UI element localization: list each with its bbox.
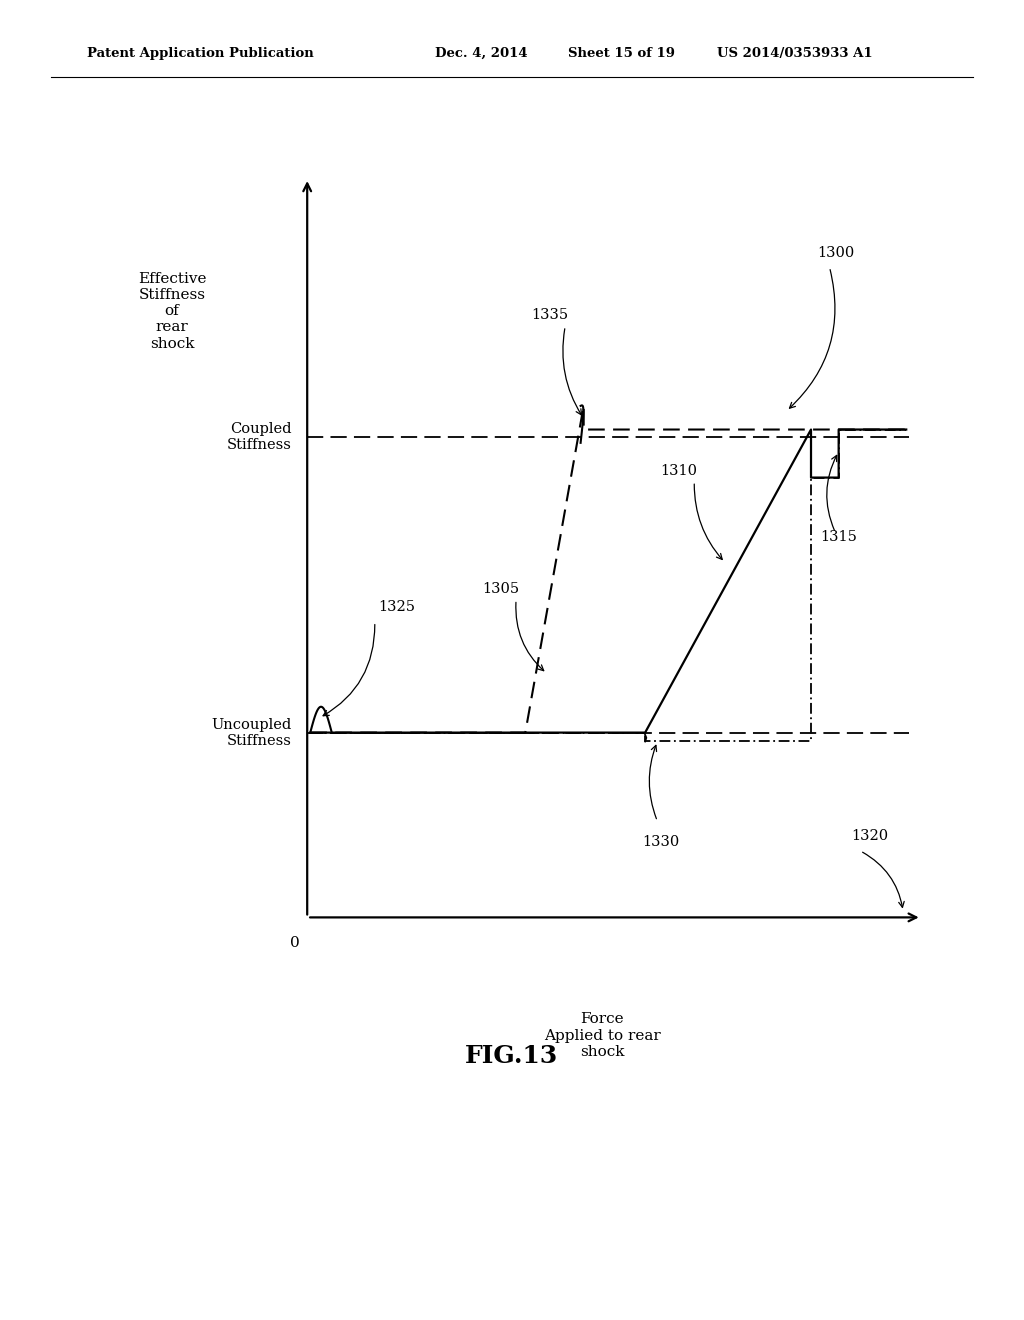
Text: US 2014/0353933 A1: US 2014/0353933 A1 — [717, 46, 872, 59]
Text: Effective
Stiffness
of
rear
shock: Effective Stiffness of rear shock — [138, 272, 206, 351]
Text: 1305: 1305 — [482, 582, 519, 595]
Text: Patent Application Publication: Patent Application Publication — [87, 46, 313, 59]
Text: 1310: 1310 — [660, 463, 697, 478]
Text: 1320: 1320 — [851, 829, 888, 843]
Text: Dec. 4, 2014: Dec. 4, 2014 — [435, 46, 527, 59]
Text: 1330: 1330 — [642, 834, 679, 849]
Text: 1315: 1315 — [820, 531, 857, 544]
Text: Force
Applied to rear
shock: Force Applied to rear shock — [544, 1012, 660, 1059]
Text: Sheet 15 of 19: Sheet 15 of 19 — [568, 46, 675, 59]
Text: Uncoupled
Stiffness: Uncoupled Stiffness — [212, 718, 292, 747]
Text: 0: 0 — [290, 936, 300, 950]
Text: FIG.13: FIG.13 — [465, 1044, 559, 1068]
Text: Coupled
Stiffness: Coupled Stiffness — [227, 422, 292, 451]
Text: 1335: 1335 — [531, 309, 568, 322]
Text: 1300: 1300 — [817, 246, 854, 260]
Text: 1325: 1325 — [378, 601, 415, 614]
